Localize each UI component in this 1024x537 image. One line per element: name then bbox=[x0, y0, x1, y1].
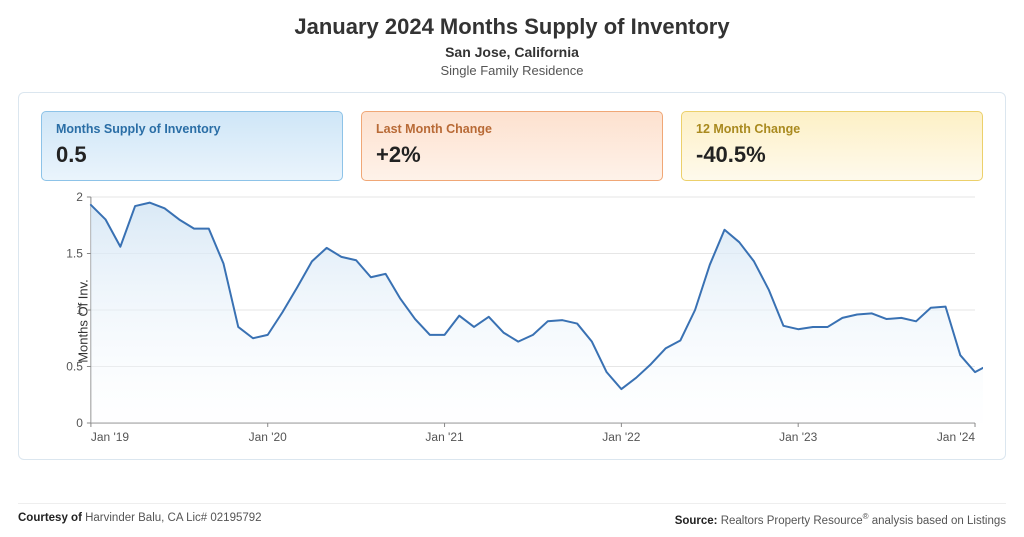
footer-source: Source: Realtors Property Resource® anal… bbox=[675, 512, 1006, 527]
last-month-card-value: +2% bbox=[376, 142, 648, 168]
last-month-card: Last Month Change +2% bbox=[361, 111, 663, 181]
year-card-value: -40.5% bbox=[696, 142, 968, 168]
metric-card-value: 0.5 bbox=[56, 142, 328, 168]
svg-text:1.5: 1.5 bbox=[66, 246, 83, 260]
svg-text:Jan '22: Jan '22 bbox=[602, 430, 641, 444]
footer-courtesy: Courtesy of Harvinder Balu, CA Lic# 0219… bbox=[18, 512, 262, 527]
svg-text:2: 2 bbox=[76, 191, 83, 204]
svg-text:1: 1 bbox=[76, 303, 83, 317]
footer-courtesy-value: Harvinder Balu, CA Lic# 02195792 bbox=[85, 512, 261, 524]
footer-source-label: Source: bbox=[675, 515, 721, 527]
line-chart-svg: 0 0.5 1 1.5 2 Jan '19 Jan '20 Jan '21 Jan '22 Jan… bbox=[41, 191, 983, 451]
chart-subtitle: San Jose, California bbox=[0, 44, 1024, 60]
chart-panel: Months Supply of Inventory 0.5 Last Mont… bbox=[18, 92, 1006, 460]
year-card: 12 Month Change -40.5% bbox=[681, 111, 983, 181]
metric-card: Months Supply of Inventory 0.5 bbox=[41, 111, 343, 181]
chart-subtitle2: Single Family Residence bbox=[0, 63, 1024, 78]
svg-text:0.5: 0.5 bbox=[66, 359, 83, 373]
svg-text:0: 0 bbox=[76, 416, 83, 430]
year-card-label: 12 Month Change bbox=[696, 122, 968, 136]
footer-source-post: analysis based on Listings bbox=[869, 515, 1006, 527]
svg-text:Jan '21: Jan '21 bbox=[425, 430, 464, 444]
chart-title: January 2024 Months Supply of Inventory bbox=[0, 14, 1024, 40]
footer-courtesy-label: Courtesy of bbox=[18, 512, 85, 524]
chart-header: January 2024 Months Supply of Inventory … bbox=[0, 0, 1024, 78]
summary-cards: Months Supply of Inventory 0.5 Last Mont… bbox=[41, 111, 983, 181]
metric-card-label: Months Supply of Inventory bbox=[56, 122, 328, 136]
footer-source-pre: Realtors Property Resource bbox=[721, 515, 863, 527]
svg-text:Jan '23: Jan '23 bbox=[779, 430, 818, 444]
svg-text:Jan '20: Jan '20 bbox=[249, 430, 288, 444]
last-month-card-label: Last Month Change bbox=[376, 122, 648, 136]
chart-area: Months Of Inv. 00.511.52Jan '19Jan '20Ja… bbox=[41, 191, 983, 451]
svg-text:Jan '24: Jan '24 bbox=[937, 430, 976, 444]
svg-text:Jan '19: Jan '19 bbox=[91, 430, 130, 444]
footer: Courtesy of Harvinder Balu, CA Lic# 0219… bbox=[18, 503, 1006, 527]
